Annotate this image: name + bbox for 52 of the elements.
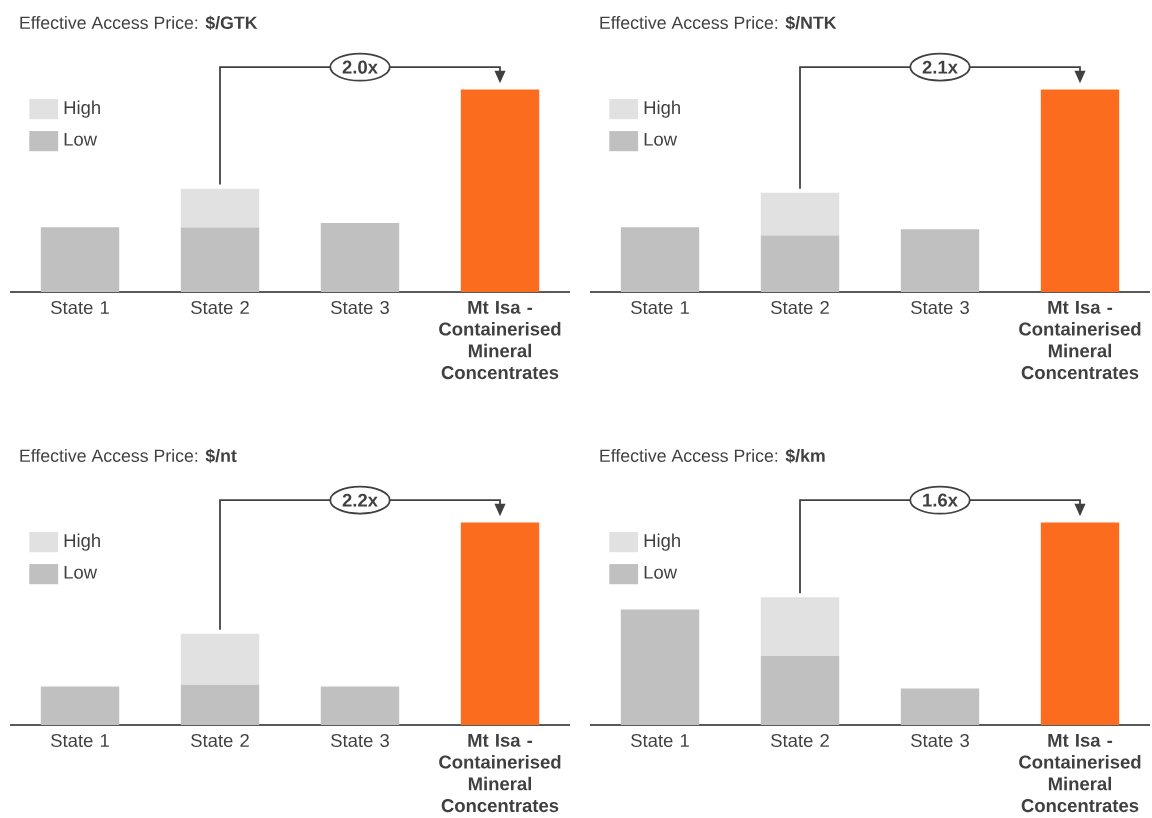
legend-label: High [644,100,680,118]
bar [40,227,120,292]
bar [180,684,260,725]
bar [760,192,840,236]
chart-title: Effective Access Price: $/km [600,448,825,464]
bar [620,609,700,725]
x-tick-label: State 1 [51,300,109,315]
bar [40,686,120,725]
x-tick-label: State 2 [771,300,829,315]
x-tick-label: Mt Isa - Containerised Mineral Concentrates [439,733,561,813]
x-tick-label: State 2 [771,733,829,748]
bar [180,188,260,228]
legend-label: Low [64,132,98,146]
bar [760,656,840,725]
bar [1040,89,1120,292]
bar [1040,522,1120,725]
x-tick-label: State 2 [191,300,249,315]
bar [900,688,980,725]
bar [760,235,840,292]
legend-label: High [644,533,680,551]
legend-label: Low [64,565,98,579]
legend-label: Low [644,132,678,146]
x-tick-label: State 3 [331,300,389,315]
bar [620,227,700,292]
bar [460,522,540,725]
x-tick-label: State 3 [911,300,969,315]
bar [460,89,540,292]
bar [760,597,840,657]
x-tick-label: Mt Isa - Containerised Mineral Concentrates [1019,733,1141,813]
chart-title: Effective Access Price: $/GTK [20,15,258,31]
text: 2.2x [342,493,378,507]
bar [320,686,400,725]
x-tick-label: Mt Isa - Containerised Mineral Concentrates [1019,300,1141,380]
bar [180,227,260,292]
bar [320,223,400,292]
x-tick-label: State 3 [331,733,389,748]
bar [180,633,260,685]
chart-title: Effective Access Price: $/NTK [600,15,837,31]
x-tick-label: State 1 [51,733,109,748]
legend-label: High [64,100,100,118]
x-tick-label: Mt Isa - Containerised Mineral Concentrates [439,300,561,380]
x-tick-label: State 1 [631,300,689,315]
x-tick-label: State 2 [191,733,249,748]
x-tick-label: State 3 [911,733,969,748]
legend-label: High [64,533,100,551]
legend-label: Low [644,565,678,579]
bar [900,229,980,292]
x-tick-label: State 1 [631,733,689,748]
text: 2.0x [342,60,378,74]
text: 2.1x [922,60,958,74]
chart-title: Effective Access Price: $/nt [20,448,237,464]
text: 1.6x [923,493,958,507]
